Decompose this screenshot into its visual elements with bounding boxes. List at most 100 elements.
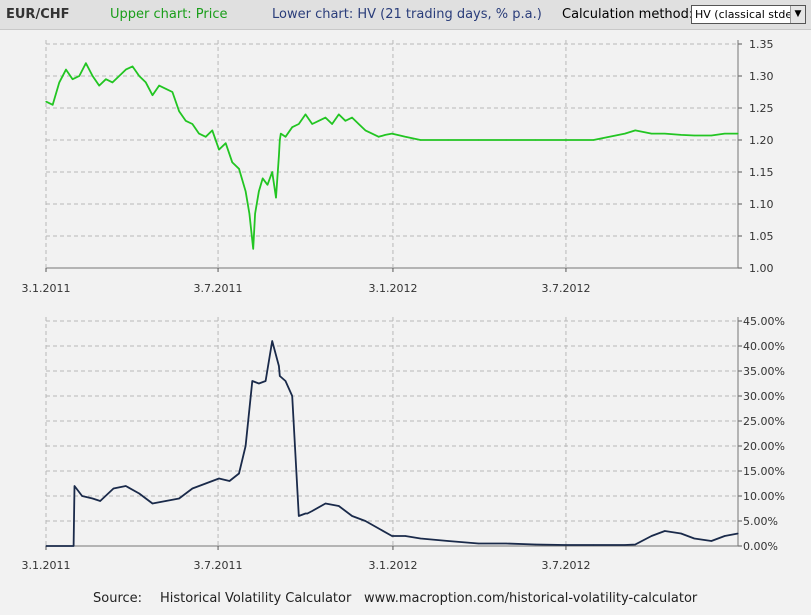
hv-data-point [218, 477, 220, 480]
price-data-point [205, 136, 207, 138]
price-data-point [447, 139, 449, 141]
hv-y-tick-label: 20.00% [743, 440, 785, 453]
price-data-point [384, 134, 386, 136]
price-y-tick-label: 1.10 [749, 198, 774, 211]
hv-data-point [624, 544, 626, 546]
price-data-point [125, 69, 127, 71]
price-data-point [624, 133, 626, 135]
price-data-point [650, 133, 653, 135]
price-data-point [351, 117, 353, 119]
price-data-point [318, 120, 320, 122]
hv-data-point [650, 535, 653, 537]
hv-data-point [228, 480, 231, 482]
price-data-point [371, 133, 373, 135]
hv-data-point [364, 520, 366, 522]
price-data-point [378, 136, 380, 138]
price-x-tick-label: 3.1.2011 [22, 282, 71, 295]
hv-data-point [404, 535, 406, 537]
hv-data-point [477, 542, 480, 545]
hv-data-point [291, 395, 293, 397]
hv-data-point [92, 497, 94, 500]
price-data-point [211, 129, 213, 131]
chevron-down-icon[interactable]: ▼ [790, 6, 805, 23]
hv-data-point [447, 540, 449, 542]
price-data-point [165, 88, 167, 90]
price-y-tick-label: 1.00 [749, 262, 774, 275]
price-data-point [419, 139, 422, 141]
price-data-point [737, 133, 739, 135]
price-data-point [358, 123, 360, 125]
price-y-tick-label: 1.30 [749, 70, 774, 83]
hv-y-tick-label: 10.00% [743, 490, 785, 503]
hv-data-point [151, 502, 154, 505]
hv-data-point [351, 515, 353, 517]
hv-data-point [737, 532, 739, 535]
price-data-point [680, 134, 682, 136]
source-url[interactable]: www.macroption.com/historical-volatility… [364, 591, 698, 606]
price-x-tick-label: 3.1.2012 [368, 282, 417, 295]
price-data-point [85, 62, 87, 64]
price-data-point [231, 161, 233, 163]
hv-data-point [378, 527, 380, 530]
price-data-point [225, 142, 227, 144]
price-data-point [280, 133, 282, 135]
hv-data-point [73, 485, 76, 487]
hv-data-point [81, 495, 83, 497]
hv-data-point [710, 540, 713, 542]
calculation-method-value: HV (classical stdev) [695, 8, 803, 21]
price-data-point [198, 133, 200, 135]
price-data-point [118, 75, 120, 77]
price-data-point [252, 248, 254, 250]
price-data-point [477, 139, 480, 141]
charts-area: 1.00 1.05 1.10 1.15 1.20 1.25 1.30 1.35 3.1.2011… [22, 38, 785, 572]
price-data-point [72, 78, 74, 80]
hv-data-point [191, 487, 193, 490]
price-data-point [338, 113, 340, 115]
price-data-point [266, 184, 269, 186]
price-data-point [278, 155, 280, 157]
hv-data-point [138, 492, 140, 495]
header-bar: EUR/CHF Upper chart: Price Lower chart: … [0, 0, 811, 30]
hv-data-point [278, 365, 280, 367]
price-data-point [592, 139, 595, 141]
price-data-point [271, 171, 273, 173]
price-data-point [58, 81, 60, 83]
price-data-point [145, 81, 147, 83]
price-data-point [710, 134, 713, 137]
price-data-point [262, 177, 264, 179]
hv-y-tick-label: 45.00% [743, 315, 785, 328]
hv-y-tick-label: 40.00% [743, 340, 785, 353]
price-data-point [248, 213, 250, 215]
hv-x-tick-label: 3.7.2012 [541, 559, 590, 572]
calculation-method-select[interactable]: HV (classical stdev) ▼ [691, 5, 806, 24]
hv-data-point [251, 380, 253, 382]
price-data-point [564, 139, 566, 141]
hv-x-tick-label: 3.7.2011 [194, 559, 243, 572]
hv-y-tick-label: 30.00% [743, 390, 785, 403]
hv-y-tick-label: 25.00% [743, 415, 785, 428]
price-data-point [105, 78, 107, 80]
price-y-tick-label: 1.05 [749, 230, 774, 243]
hv-data-point [311, 510, 313, 512]
price-y-tick-label: 1.20 [749, 134, 774, 147]
hv-data-point [338, 505, 340, 507]
hv-data-point [634, 543, 636, 546]
hv-data-point [271, 340, 273, 342]
price-data-point [391, 133, 393, 135]
price-data-point [724, 133, 726, 135]
price-data-point [331, 123, 333, 125]
price-data-point [304, 113, 307, 115]
hv-data-point [564, 544, 566, 546]
hv-data-point [73, 545, 75, 547]
price-data-point [505, 139, 507, 141]
price-x-tick-label: 3.7.2012 [541, 282, 590, 295]
price-data-point [98, 85, 100, 87]
price-data-point [185, 120, 187, 122]
hv-data-point [592, 544, 595, 546]
price-data-point [78, 75, 80, 77]
price-data-point [158, 85, 160, 87]
hv-y-tick-label: 35.00% [743, 365, 785, 378]
hv-data-point [99, 500, 101, 502]
calculation-method-label: Calculation method: [562, 7, 694, 22]
price-data-point [404, 136, 406, 138]
